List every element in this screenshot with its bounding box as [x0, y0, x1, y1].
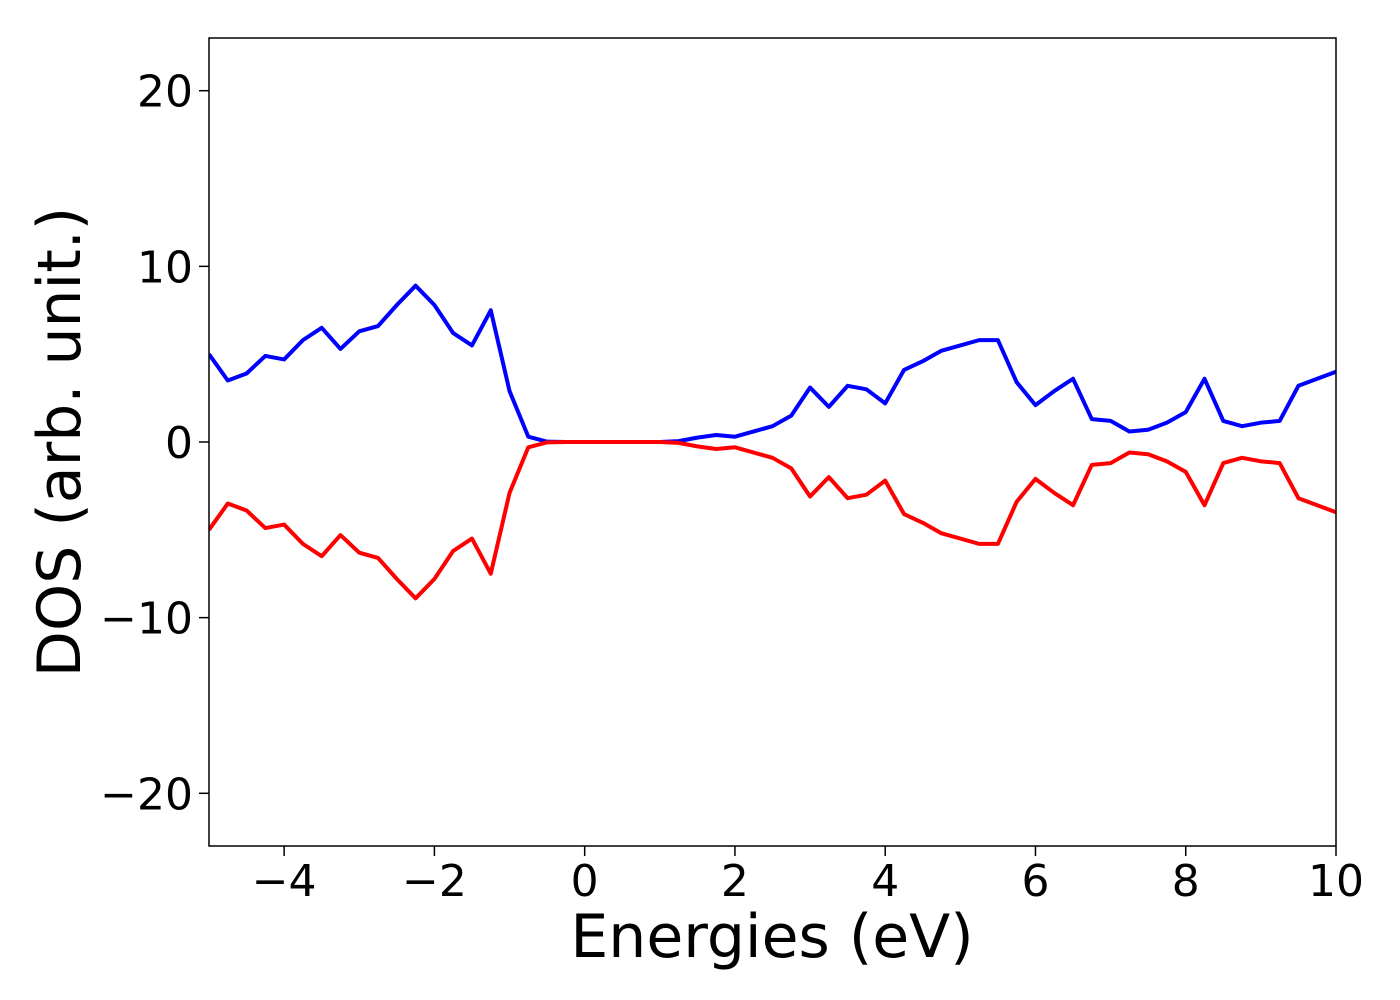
x-tick-label: 2: [721, 856, 749, 907]
plot-frame: [208, 37, 1337, 847]
x-axis-label: Energies (eV): [570, 902, 973, 972]
y-tick-label: 10: [137, 242, 193, 293]
x-tick-label: −4: [252, 856, 317, 907]
y-tick-label: −20: [100, 769, 193, 820]
y-tick-label: 0: [165, 418, 193, 469]
x-tick-label: −2: [402, 856, 467, 907]
x-tick-label: 0: [571, 856, 599, 907]
series-line: [209, 283, 1336, 444]
x-tick-label: 4: [871, 856, 899, 907]
x-tick-label: 10: [1308, 856, 1364, 907]
y-tick-label: −10: [100, 594, 193, 645]
y-axis-label: DOS (arb. unit.): [25, 207, 95, 677]
x-tick-label: 8: [1172, 856, 1200, 907]
x-tick-label: 6: [1021, 856, 1049, 907]
y-tick-label: 20: [137, 67, 193, 118]
series-line: [209, 440, 1336, 601]
